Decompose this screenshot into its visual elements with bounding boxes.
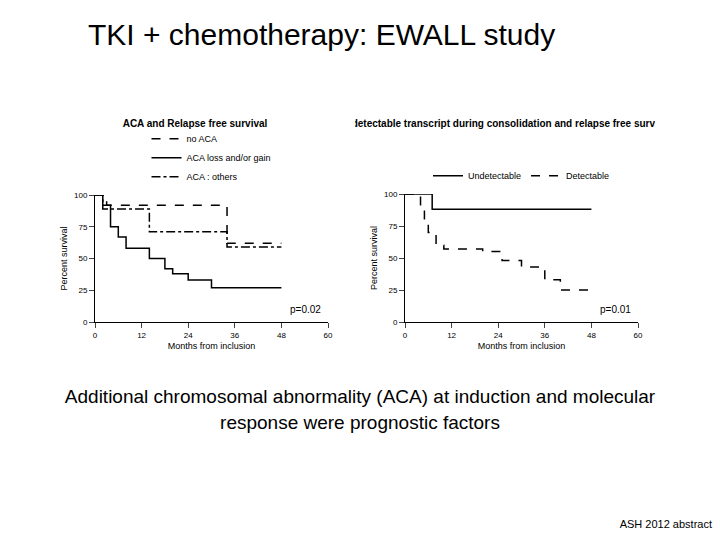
svg-text:Percent survival: Percent survival	[59, 226, 69, 290]
svg-text:ACA and Relapse free survival: ACA and Relapse free survival	[123, 118, 268, 129]
svg-text:25: 25	[78, 286, 87, 295]
html-text:Additional chromosomal abnorma: Additional chromosomal abnormality (ACA)…	[64, 386, 656, 433]
svg-text:Undetectable transcript during: Undetectable transcript during consolida…	[355, 118, 655, 129]
svg-text:24: 24	[494, 331, 503, 340]
html-text:ASH 2012 abstract: ASH 2012 abstract	[619, 518, 712, 530]
svg-text:Undetectable: Undetectable	[468, 171, 521, 181]
svg-text:no ACA: no ACA	[187, 134, 218, 144]
svg-text:0: 0	[393, 318, 398, 327]
svg-text:75: 75	[388, 222, 397, 231]
svg-text:50: 50	[78, 254, 87, 263]
svg-text:p=0.01: p=0.01	[600, 304, 631, 315]
svg-text:48: 48	[277, 331, 286, 340]
svg-text:p=0.02: p=0.02	[290, 304, 321, 315]
svg-text:Months from inclusion: Months from inclusion	[168, 341, 256, 351]
svg-text:100: 100	[74, 191, 88, 200]
svg-text:0: 0	[93, 331, 98, 340]
svg-text:Detectable: Detectable	[566, 171, 609, 181]
svg-text:0: 0	[403, 331, 408, 340]
svg-text:48: 48	[587, 331, 596, 340]
svg-text:75: 75	[78, 223, 87, 232]
svg-text:ACA loss and/or gain: ACA loss and/or gain	[187, 153, 271, 163]
svg-text:36: 36	[540, 331, 549, 340]
svg-text:Months from inclusion: Months from inclusion	[478, 341, 566, 351]
svg-text:0: 0	[83, 318, 88, 327]
svg-text:12: 12	[447, 331, 456, 340]
svg-text:36: 36	[230, 331, 239, 340]
svg-text:100: 100	[384, 190, 398, 199]
svg-text:12: 12	[137, 331, 146, 340]
html-text:TKI + chemotherapy: EWALL stud: TKI + chemotherapy: EWALL study	[88, 18, 556, 51]
svg-text:50: 50	[388, 254, 397, 263]
svg-text:25: 25	[388, 286, 397, 295]
svg-text:60: 60	[324, 331, 333, 340]
svg-text:24: 24	[184, 331, 193, 340]
svg-text:ACA : others: ACA : others	[187, 172, 238, 182]
svg-text:Percent survival: Percent survival	[369, 226, 379, 290]
svg-text:60: 60	[634, 331, 643, 340]
